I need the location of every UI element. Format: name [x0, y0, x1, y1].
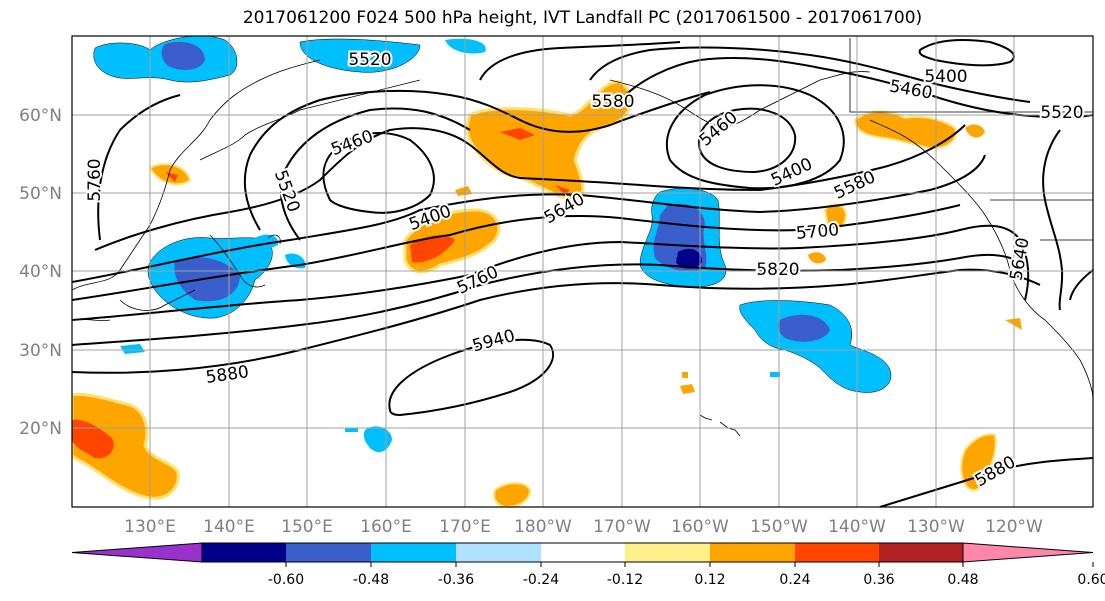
colorbar-frame — [201, 542, 964, 563]
lon-label: 160°E — [360, 517, 412, 537]
colorbar-tick-label: 0.12 — [694, 572, 725, 588]
contour-label: 5520 — [1040, 103, 1083, 123]
colorbar-bin — [456, 543, 541, 562]
lon-label: 170°W — [593, 517, 651, 537]
colorbar-bin — [625, 543, 710, 562]
colorbar-bin — [202, 543, 286, 562]
contour-label: 5820 — [756, 260, 799, 280]
colorbar-extend-high — [962, 542, 1094, 563]
lon-label: 120°W — [985, 517, 1043, 537]
colorbar-tick-label: 0.60 — [1077, 572, 1105, 588]
colorbar-tick-label: -0.48 — [353, 572, 389, 588]
colorbar-bin — [371, 543, 456, 562]
colorbar-tick-label: 0.36 — [863, 572, 894, 588]
colorbar-extend-low — [71, 542, 203, 563]
height-contours — [72, 39, 1093, 507]
colorbar-tick-label: -0.36 — [438, 572, 474, 588]
lon-label: 160°W — [671, 517, 729, 537]
lat-label: 40°N — [19, 262, 62, 282]
gridlines — [72, 36, 1093, 507]
lat-label: 20°N — [19, 419, 62, 439]
lon-label: 150°E — [281, 517, 333, 537]
colorbar-tick-label: -0.60 — [268, 572, 304, 588]
lon-label: 140°W — [828, 517, 886, 537]
lon-label: 170°E — [439, 517, 491, 537]
colorbar-bin — [541, 543, 625, 562]
lat-label: 60°N — [19, 106, 62, 126]
contour-label: 5520 — [348, 50, 391, 70]
colorbar-tick-label: -0.12 — [607, 572, 643, 588]
lon-label: 130°E — [124, 517, 176, 537]
latitude-labels: 60°N 50°N 40°N 30°N 20°N — [19, 106, 62, 439]
contour-label: 5760 — [85, 158, 105, 201]
contour-label: 5580 — [591, 92, 634, 112]
lon-label: 150°W — [750, 517, 808, 537]
lon-label: 140°E — [203, 517, 255, 537]
figure-title: 2017061200 F024 500 hPa height, IVT Land… — [242, 8, 923, 28]
colorbar-bin — [879, 543, 963, 562]
colorbar-bin — [710, 543, 795, 562]
lon-label: 180°W — [514, 517, 572, 537]
colorbar-tick-label: -0.24 — [523, 572, 559, 588]
lat-label: 30°N — [19, 341, 62, 361]
colorbar-bin — [286, 543, 371, 562]
lat-label: 50°N — [19, 184, 62, 204]
contour-label: 5400 — [924, 67, 967, 87]
colorbar-tick-label: 0.24 — [779, 572, 810, 588]
map-frame — [71, 35, 1094, 508]
colorbar-tick-label: 0.48 — [947, 572, 978, 588]
longitude-labels: 130°E 140°E 150°E 160°E 170°E 180°W 170°W 160°W… — [124, 517, 1043, 537]
lon-label: 130°W — [907, 517, 965, 537]
colorbar-bin — [795, 543, 879, 562]
